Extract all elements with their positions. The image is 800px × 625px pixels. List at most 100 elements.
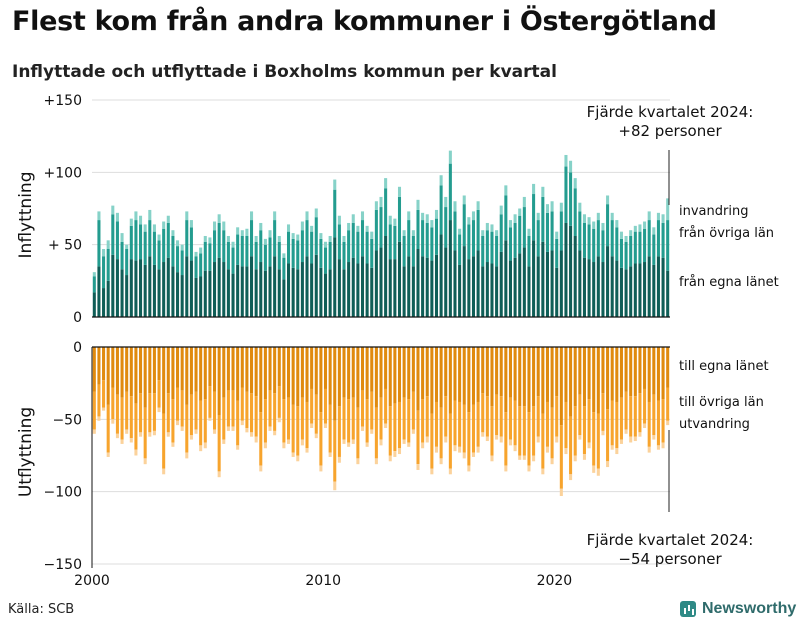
bar-out-egna [379, 347, 383, 398]
bar-out-ovriga [236, 400, 240, 446]
bar-in-egna [393, 259, 397, 317]
bar-in-ovriga [120, 241, 124, 270]
bar-out-utvandring [578, 435, 582, 440]
bar-out-utvandring [185, 452, 189, 459]
bar-out-egna [652, 347, 656, 395]
bar-in-invandring [374, 201, 378, 210]
bar-out-utvandring [425, 436, 429, 443]
bar-in-invandring [388, 215, 392, 225]
bar-out-ovriga [268, 390, 272, 427]
bar-out-utvandring [162, 468, 166, 475]
bar-in-invandring [199, 247, 203, 254]
bar-out-utvandring [582, 454, 586, 460]
bar-out-egna [606, 347, 610, 410]
chart-title: Flest kom från andra kommuner i Östergöt… [12, 6, 717, 37]
bar-out-egna [226, 347, 230, 391]
bar-out-egna [545, 347, 549, 402]
bar-in-ovriga [291, 238, 295, 268]
bar-out-ovriga [453, 400, 457, 446]
bar-out-egna [638, 347, 642, 394]
bar-out-egna [407, 347, 411, 400]
bar-out-ovriga [536, 396, 540, 437]
bar-out-egna [402, 347, 406, 398]
bar-in-ovriga [629, 235, 633, 267]
bar-out-egna [319, 347, 323, 413]
bar-in-invandring [185, 211, 189, 221]
bar-in-egna [587, 259, 591, 317]
bar-in-egna [310, 263, 314, 317]
bar-in-egna [148, 256, 152, 317]
bar-out-egna [541, 347, 545, 414]
bar-in-egna [476, 250, 480, 317]
bar-out-utvandring [282, 442, 286, 449]
bar-out-ovriga [601, 393, 605, 431]
bar-in-invandring [615, 220, 619, 228]
bar-in-invandring [226, 235, 230, 242]
bar-in-ovriga [587, 224, 591, 260]
bar-in-egna [504, 240, 508, 317]
bar-out-ovriga [189, 394, 193, 436]
bar-out-ovriga [513, 400, 517, 446]
bar-out-egna [203, 347, 207, 400]
bar-in-ovriga [245, 235, 249, 267]
bar-in-egna [545, 251, 549, 317]
bar-in-egna [471, 256, 476, 317]
bar-out-egna [92, 347, 96, 392]
bar-in-egna [166, 257, 170, 317]
bar-out-ovriga [185, 404, 189, 453]
bar-out-utvandring [259, 465, 263, 472]
bar-in-ovriga [129, 225, 133, 260]
bar-in-invandring [236, 227, 240, 235]
bar-in-egna [106, 280, 110, 317]
bar-out-ovriga [416, 410, 420, 465]
bar-in-egna [421, 256, 425, 317]
bar-in-ovriga [162, 228, 166, 263]
bar-out-ovriga [176, 387, 180, 421]
bar-in-egna [176, 272, 180, 317]
bar-out-utvandring [471, 452, 476, 457]
bar-in-invandring [601, 222, 605, 231]
bar-out-utvandring [374, 458, 378, 465]
bar-in-invandring [139, 215, 143, 225]
bar-out-ovriga [619, 397, 623, 440]
bar-out-egna [148, 347, 152, 394]
bar-in-invandring [448, 150, 452, 164]
bar-out-utvandring [619, 439, 623, 444]
bar-out-egna [351, 347, 355, 398]
bar-out-ovriga [286, 397, 291, 440]
bar-out-utvandring [467, 465, 471, 472]
bar-in-ovriga [656, 220, 660, 257]
bar-out-egna [416, 347, 420, 411]
bar-out-ovriga [481, 393, 485, 433]
bar-in-egna [541, 241, 545, 317]
bar-out-egna [666, 347, 670, 388]
bar-in-ovriga [439, 185, 443, 235]
bar-in-ovriga [180, 250, 184, 276]
y-tick-label-in: + 50 [48, 238, 82, 254]
bar-out-utvandring [564, 448, 568, 455]
bar-out-ovriga [407, 399, 411, 443]
bar-in-egna [347, 262, 351, 317]
bar-out-ovriga [370, 391, 374, 430]
bar-in-invandring [305, 211, 309, 221]
bar-in-egna [518, 253, 522, 317]
bar-out-utvandring [199, 445, 203, 452]
bar-out-egna [314, 347, 318, 395]
bar-out-utvandring [97, 416, 101, 421]
bar-in-egna [425, 257, 429, 317]
bar-in-egna [194, 277, 198, 317]
bar-out-utvandring [485, 436, 489, 442]
bar-in-ovriga [555, 238, 559, 268]
bar-in-egna [624, 269, 628, 317]
bar-out-egna [421, 347, 425, 400]
bar-in-invandring [504, 185, 508, 196]
bar-out-egna [310, 347, 314, 389]
bar-in-invandring [407, 211, 411, 221]
bar-in-egna [610, 256, 614, 317]
bar-out-ovriga [203, 399, 207, 443]
bar-out-egna [610, 347, 614, 401]
bar-in-egna [555, 267, 559, 317]
bar-out-ovriga [559, 425, 563, 489]
bar-out-utvandring [360, 426, 365, 431]
bar-out-egna [411, 347, 415, 392]
